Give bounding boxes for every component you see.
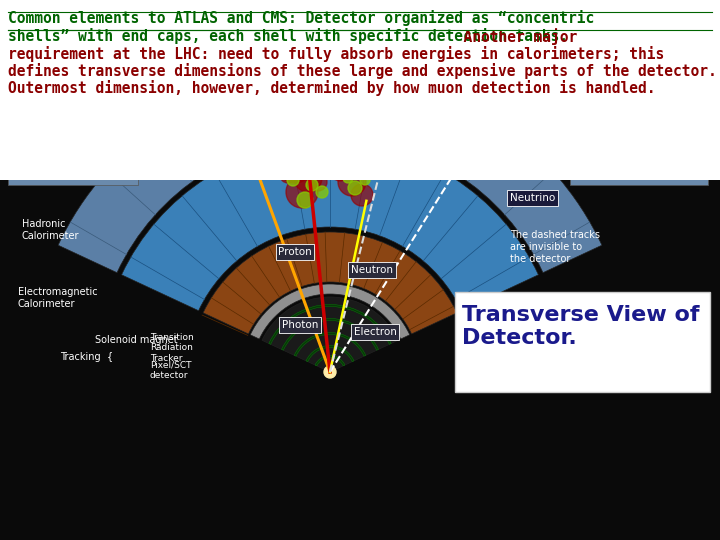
- Circle shape: [331, 163, 349, 181]
- Circle shape: [309, 173, 327, 191]
- Text: Neutrino: Neutrino: [510, 193, 555, 203]
- Circle shape: [272, 147, 294, 169]
- Circle shape: [338, 168, 366, 196]
- Circle shape: [287, 174, 299, 186]
- Wedge shape: [294, 333, 366, 356]
- Wedge shape: [262, 297, 398, 370]
- Wedge shape: [282, 319, 379, 350]
- Wedge shape: [306, 346, 354, 362]
- Text: Common elements to ATLAS and CMS: Detector organized as “concentric: Common elements to ATLAS and CMS: Detect…: [8, 10, 594, 26]
- Circle shape: [351, 184, 373, 206]
- Text: Tracking  {: Tracking {: [60, 352, 113, 362]
- Bar: [0, 0, 720, 180]
- Circle shape: [350, 162, 366, 178]
- Text: Transverse View of
Detector.: Transverse View of Detector.: [462, 305, 700, 348]
- Text: Outermost dimension, however, determined by how muon detection is handled.: Outermost dimension, however, determined…: [8, 80, 655, 96]
- Circle shape: [306, 179, 318, 191]
- Text: requirement at the LHC: need to fully absorb energies in calorimeters; this: requirement at the LHC: need to fully ab…: [8, 46, 665, 62]
- Text: Transition
Radiation
Tracker: Transition Radiation Tracker: [150, 333, 194, 363]
- Text: Electromagnetic
Calorimeter: Electromagnetic Calorimeter: [18, 287, 98, 309]
- Text: Solenoid magnet: Solenoid magnet: [95, 335, 178, 345]
- Circle shape: [291, 163, 305, 177]
- Circle shape: [360, 175, 370, 185]
- Wedge shape: [251, 284, 410, 339]
- Text: Muon
Spectrometer: Muon Spectrometer: [22, 131, 89, 153]
- Wedge shape: [58, 72, 602, 273]
- Text: Electron: Electron: [354, 327, 397, 337]
- Text: Proton: Proton: [278, 247, 312, 257]
- Circle shape: [348, 181, 362, 195]
- Wedge shape: [122, 142, 539, 310]
- Circle shape: [294, 164, 322, 192]
- Text: defines transverse dimensions of these large and expensive parts of the detector: defines transverse dimensions of these l…: [8, 63, 716, 79]
- Bar: [8, 133, 138, 185]
- FancyBboxPatch shape: [455, 292, 710, 392]
- Text: Another major: Another major: [446, 28, 577, 45]
- Circle shape: [277, 147, 313, 183]
- Text: Photon: Photon: [282, 320, 318, 330]
- Text: The dashed tracks
are invisible to
the detector: The dashed tracks are invisible to the d…: [510, 231, 600, 264]
- Wedge shape: [315, 355, 345, 366]
- Bar: [0, 175, 720, 540]
- Text: shells” with end caps, each shell with specific detection tasks.: shells” with end caps, each shell with s…: [8, 28, 568, 44]
- Wedge shape: [203, 232, 457, 334]
- Text: Hadronic
Calorimeter: Hadronic Calorimeter: [22, 219, 79, 241]
- Text: Pixel/SCT
detector: Pixel/SCT detector: [150, 360, 192, 380]
- Circle shape: [343, 173, 353, 183]
- Text: Neutron: Neutron: [351, 265, 393, 275]
- Circle shape: [286, 176, 318, 208]
- Circle shape: [280, 167, 296, 183]
- Circle shape: [324, 366, 336, 378]
- Wedge shape: [269, 305, 391, 345]
- Circle shape: [297, 192, 313, 208]
- Bar: [200, 72, 450, 100]
- Circle shape: [316, 186, 328, 198]
- Bar: [570, 133, 708, 185]
- Text: Muon: Muon: [286, 137, 314, 147]
